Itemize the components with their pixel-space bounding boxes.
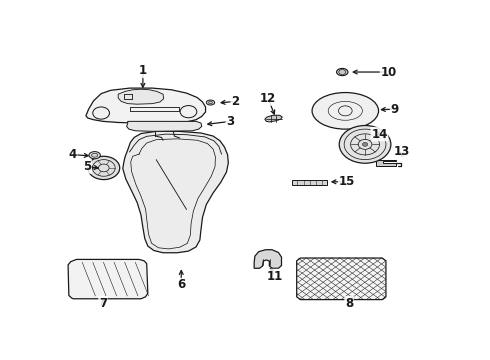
Text: 11: 11	[267, 270, 283, 283]
Polygon shape	[265, 115, 282, 122]
Polygon shape	[86, 88, 206, 123]
Text: 15: 15	[339, 175, 355, 188]
Polygon shape	[123, 131, 228, 253]
Polygon shape	[292, 180, 327, 185]
Text: 13: 13	[394, 145, 411, 158]
Polygon shape	[118, 89, 164, 104]
Text: 6: 6	[177, 278, 185, 291]
Text: 10: 10	[380, 66, 397, 78]
Polygon shape	[376, 160, 396, 166]
Text: 5: 5	[83, 160, 91, 173]
Circle shape	[339, 126, 391, 163]
Ellipse shape	[337, 68, 348, 76]
Ellipse shape	[206, 100, 215, 105]
Text: 2: 2	[231, 95, 239, 108]
Circle shape	[88, 156, 120, 180]
Polygon shape	[126, 121, 202, 131]
Text: 3: 3	[226, 115, 234, 128]
Text: 4: 4	[69, 148, 77, 161]
Ellipse shape	[312, 93, 379, 129]
Text: 1: 1	[139, 64, 147, 77]
Text: 7: 7	[99, 297, 107, 310]
Polygon shape	[254, 250, 281, 268]
Text: 8: 8	[345, 297, 353, 310]
Text: 14: 14	[371, 128, 388, 141]
Text: 12: 12	[260, 92, 276, 105]
Ellipse shape	[89, 152, 100, 159]
Circle shape	[363, 143, 368, 146]
Polygon shape	[297, 258, 386, 300]
Text: 9: 9	[391, 103, 399, 116]
Polygon shape	[68, 260, 148, 299]
